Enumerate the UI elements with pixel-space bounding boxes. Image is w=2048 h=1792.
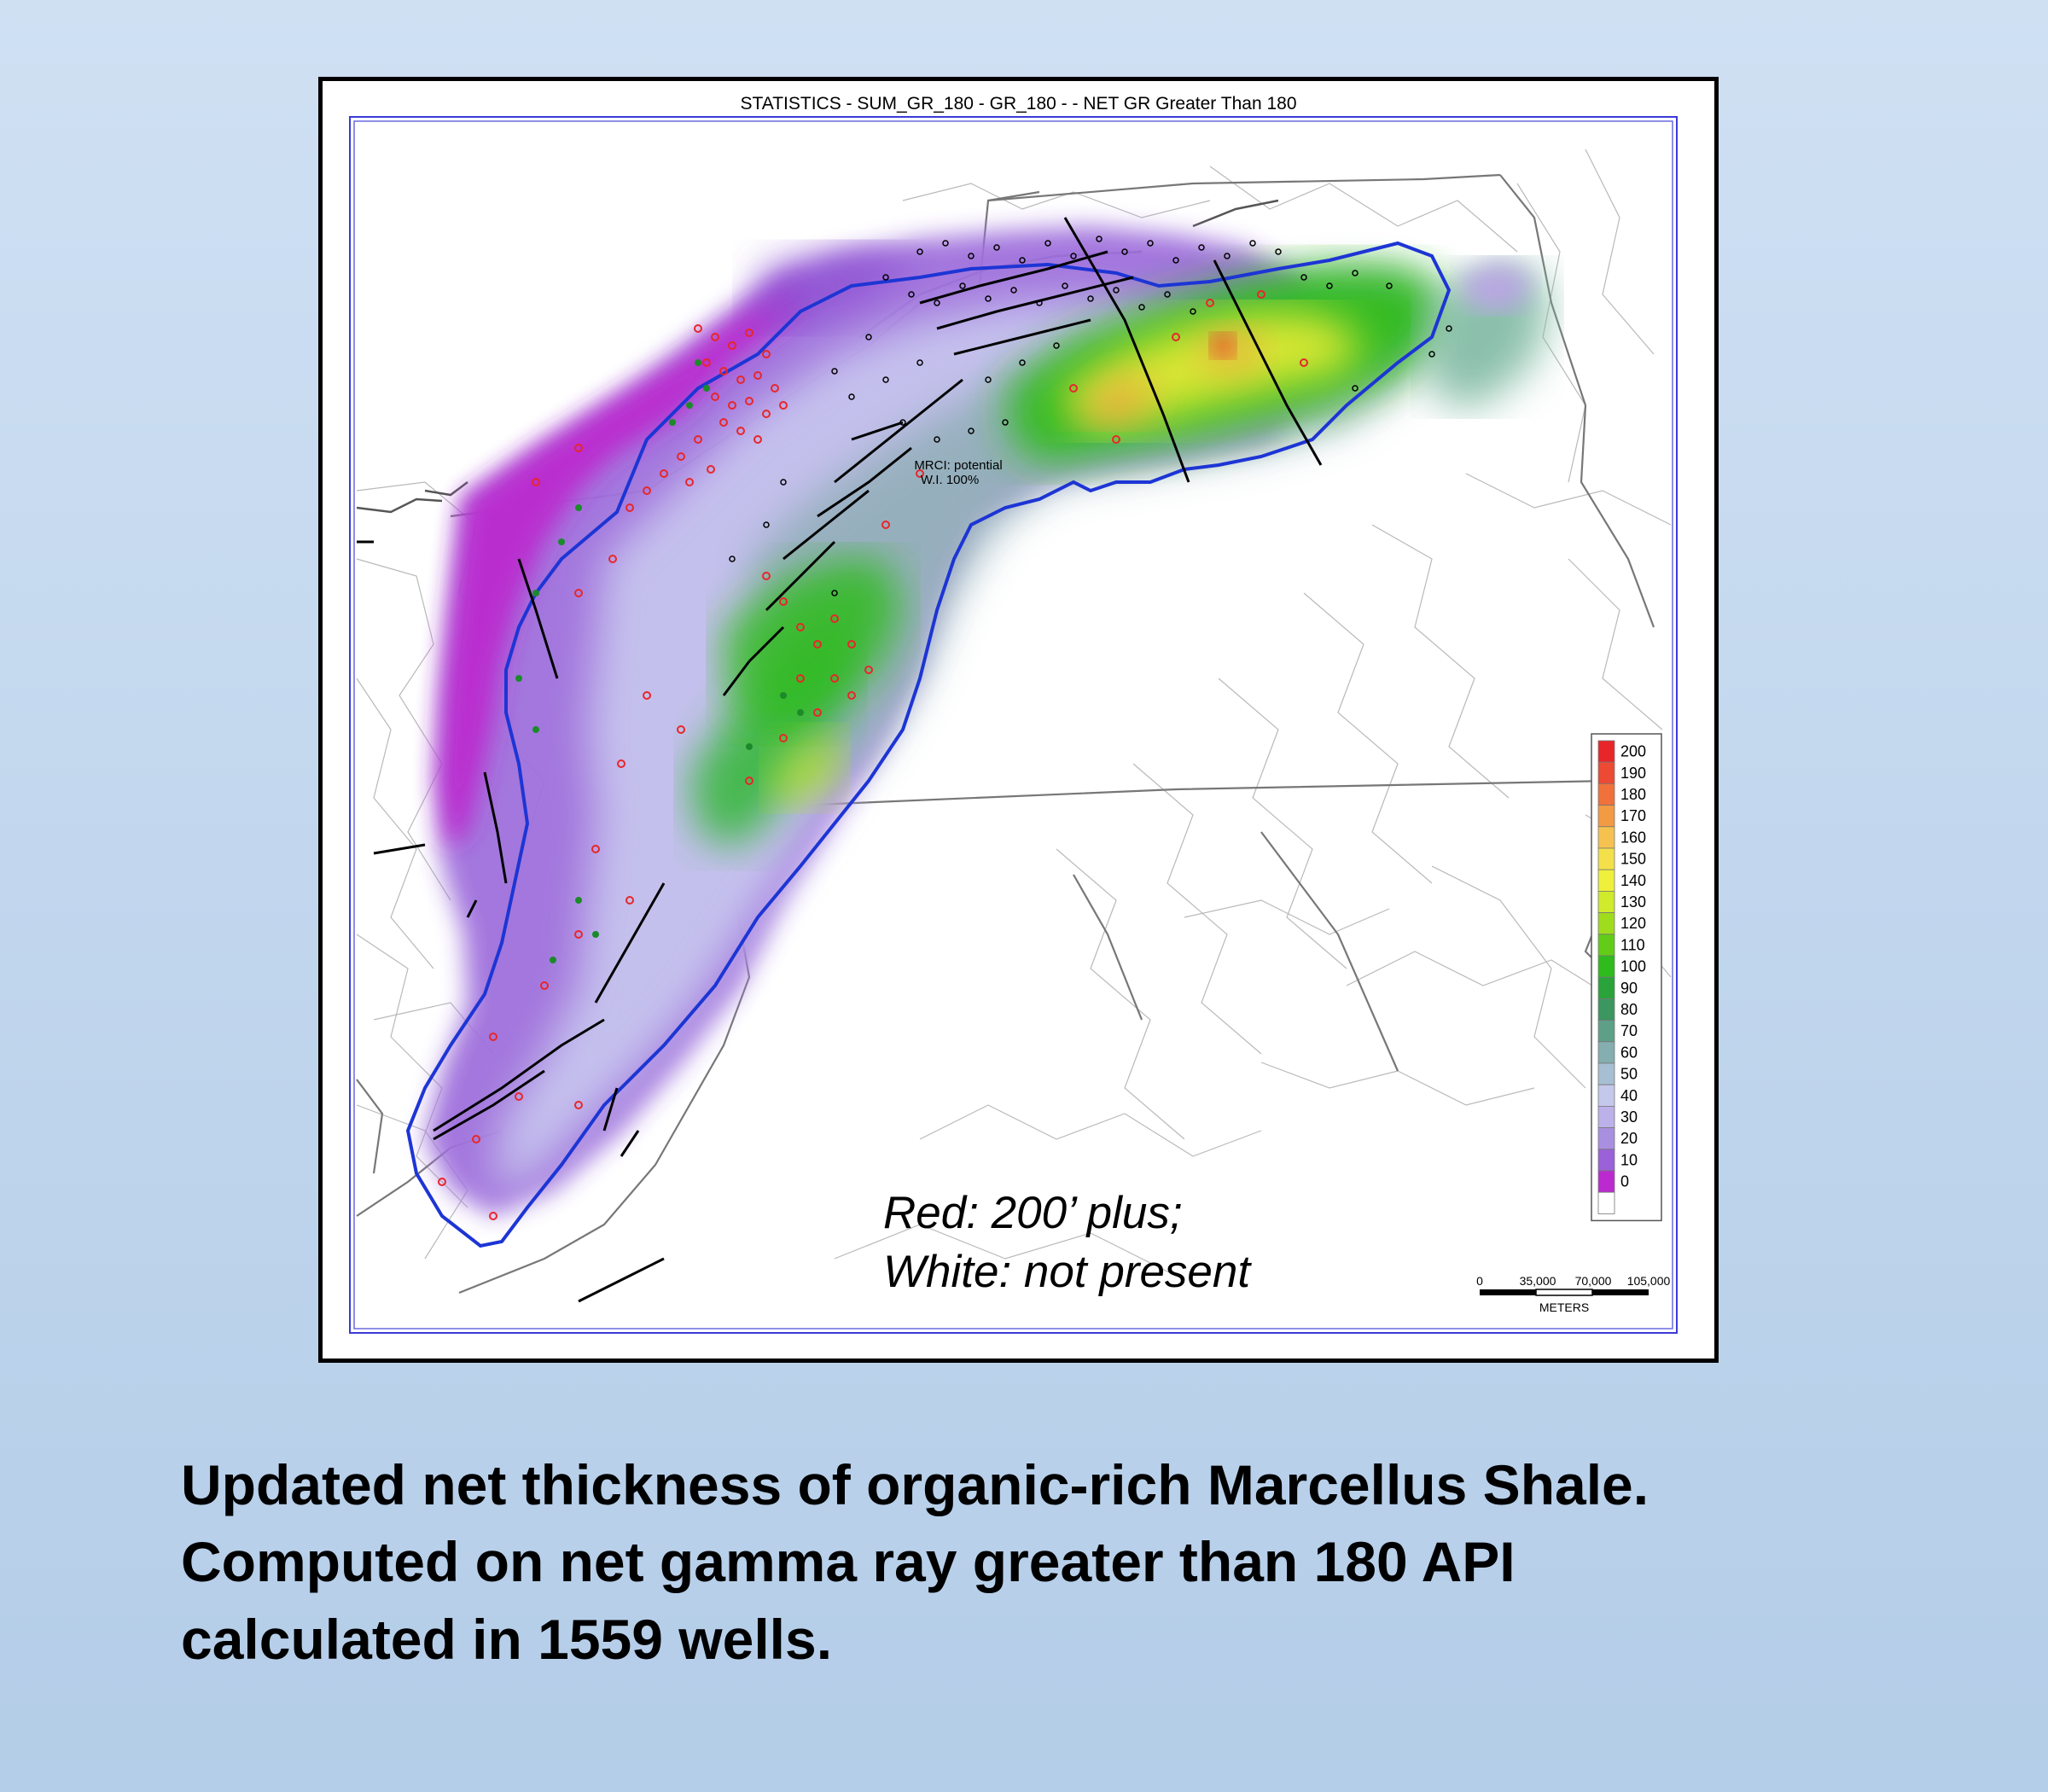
red-hotspot — [1211, 334, 1235, 358]
legend-label: 120 — [1620, 915, 1646, 932]
map-frame: MRCI: potential W.I. 100% 200 190 180 170 16… — [318, 77, 1719, 1363]
prospect-outline — [405, 241, 1452, 1248]
legend-swatch — [1597, 1062, 1615, 1085]
inner-border-outer — [349, 116, 1678, 1334]
caption-line-2: Computed on net gamma ray greater than 1… — [181, 1530, 1516, 1594]
scale-tick-2: 70,000 — [1575, 1274, 1612, 1288]
color-legend: 2001901801701601501401301201101009080706… — [1591, 733, 1662, 1222]
legend-swatch — [1597, 955, 1615, 978]
legend-swatch — [1597, 1106, 1615, 1129]
scale-bar: 0 35,000 70,000 105,000 METERS — [1476, 1274, 1670, 1314]
legend-swatch — [1597, 934, 1615, 957]
red-well-markers — [438, 290, 1308, 1220]
legend-swatch — [1597, 783, 1615, 806]
annotation-red: Red: 200’ plus; — [883, 1188, 1183, 1238]
scale-tick-1: 35,000 — [1520, 1274, 1556, 1288]
legend-label: 140 — [1620, 872, 1646, 889]
legend-label: 130 — [1620, 893, 1646, 911]
legend-swatch — [1597, 1041, 1615, 1064]
scale-segment-1 — [1480, 1289, 1536, 1295]
caption-line-3: calculated in 1559 wells. — [181, 1607, 833, 1671]
legend-swatch — [1597, 761, 1615, 784]
legend-label: 20 — [1620, 1130, 1638, 1147]
legend-label: 200 — [1620, 743, 1646, 760]
scale-unit: METERS — [1539, 1300, 1589, 1314]
legend-swatch — [1597, 1020, 1615, 1043]
legend-swatch — [1597, 998, 1615, 1021]
legend-swatch — [1597, 1084, 1615, 1107]
legend-label: 80 — [1620, 1001, 1638, 1018]
legend-label: 100 — [1620, 958, 1646, 975]
yellowgreen-central — [766, 730, 843, 806]
legend-label: 170 — [1620, 807, 1646, 824]
purple-blob-east — [1457, 260, 1534, 311]
legend-label: 40 — [1620, 1087, 1638, 1104]
annotation-white: White: not present — [883, 1247, 1252, 1297]
legend-label: 70 — [1620, 1022, 1638, 1039]
legend-swatch — [1597, 1149, 1615, 1172]
legend-label: 50 — [1620, 1066, 1638, 1083]
legend-label: 90 — [1620, 980, 1638, 997]
legend-swatch — [1597, 847, 1615, 870]
caption: Updated net thickness of organic-rich Ma… — [181, 1446, 1973, 1678]
legend-swatch — [1597, 869, 1615, 892]
legend-swatch — [1597, 1127, 1615, 1150]
magenta-west-edge — [438, 282, 800, 849]
legend-label: 160 — [1620, 829, 1646, 846]
inner-border-inner — [353, 120, 1673, 1329]
green-well-markers — [515, 359, 804, 963]
legend-swatch — [1597, 805, 1615, 828]
legend-label: 180 — [1620, 786, 1646, 803]
legend-swatch — [1597, 826, 1615, 849]
legend-label: 150 — [1620, 851, 1646, 868]
legend-label: 60 — [1620, 1044, 1638, 1061]
legend-label: 110 — [1620, 936, 1645, 953]
lavender-interior — [493, 299, 1278, 1190]
purple-blob-north — [749, 247, 920, 329]
prospect-label-line2: W.I. 100% — [921, 473, 979, 487]
legend-label: 0 — [1620, 1173, 1629, 1190]
legend-label: 30 — [1620, 1108, 1638, 1126]
scale-tick-3: 105,000 — [1627, 1274, 1671, 1288]
thickness-contours — [425, 226, 1551, 1216]
fault-lines — [357, 217, 1323, 1303]
black-well-markers — [729, 236, 1452, 596]
scale-segment-2 — [1535, 1289, 1593, 1296]
legend-swatch — [1597, 912, 1615, 935]
legend-swatch — [1597, 976, 1615, 999]
legend-swatch — [1597, 1170, 1615, 1193]
map-title: STATISTICS - SUM_GR_180 - GR_180 - - NET… — [740, 94, 1297, 113]
map-canvas: MRCI: potential W.I. 100% 20019018017016… — [349, 116, 1678, 1334]
scale-tick-0: 0 — [1476, 1274, 1483, 1288]
caption-line-1: Updated net thickness of organic-rich Ma… — [181, 1453, 1649, 1516]
prospect-label-line1: MRCI: potential — [914, 458, 1002, 473]
legend-swatch — [1597, 1191, 1615, 1214]
legend-swatch — [1597, 740, 1615, 763]
legend-label: 190 — [1620, 765, 1646, 782]
scale-segment-3 — [1592, 1289, 1649, 1295]
legend-swatch — [1597, 891, 1615, 914]
legend-label: 10 — [1620, 1151, 1638, 1168]
